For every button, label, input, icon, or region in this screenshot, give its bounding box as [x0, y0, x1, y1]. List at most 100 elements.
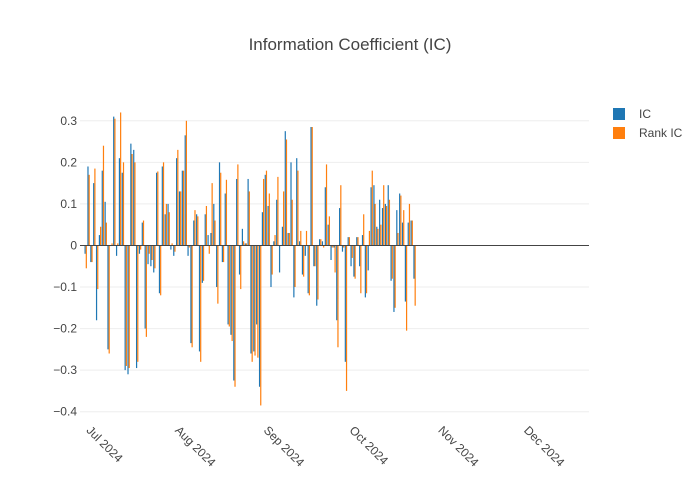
bar-rank-ic — [191, 245, 193, 348]
bar-ic — [138, 245, 141, 254]
bar-ic — [187, 245, 189, 256]
bar-rank-ic — [225, 179, 228, 246]
legend-label-ic: IC — [639, 107, 651, 121]
bar-rank-ic — [354, 245, 356, 279]
bar-ic — [213, 203, 215, 246]
bar-rank-ic — [202, 245, 205, 281]
bar-ic — [296, 158, 298, 246]
bar-ic — [101, 170, 103, 246]
bar-rank-ic — [297, 170, 299, 246]
bar-rank-ic — [325, 164, 328, 246]
bar-ic — [273, 241, 275, 246]
bar-rank-ic — [117, 243, 119, 246]
legend[interactable]: IC Rank IC — [613, 107, 683, 140]
bar-rank-ic — [148, 245, 150, 254]
bar-rank-ic — [240, 245, 242, 290]
bar-rank-ic — [400, 195, 402, 246]
y-tick-label: 0.1 — [60, 197, 77, 211]
bar-ic — [127, 245, 129, 375]
bar-ic — [135, 245, 138, 369]
bar-rank-ic — [265, 170, 268, 246]
bar-rank-ic — [317, 245, 319, 300]
bar-ic — [207, 235, 209, 246]
bar-ic — [281, 226, 284, 246]
bar-ic — [330, 245, 332, 260]
bar-ic — [347, 237, 349, 246]
bar-rank-ic — [88, 174, 90, 246]
bar-rank-ic — [323, 245, 325, 248]
bar-ic — [404, 245, 406, 302]
bar-ic — [316, 245, 318, 306]
bar-rank-ic — [137, 245, 139, 362]
bar-ic — [278, 245, 281, 273]
bar-ic — [184, 135, 186, 246]
bar-ic — [236, 178, 238, 246]
y-tick-label: −0.3 — [53, 363, 77, 377]
legend-item-rank-ic[interactable]: Rank IC — [613, 126, 683, 140]
bar-rank-ic — [357, 237, 359, 246]
bar-ic — [270, 245, 272, 288]
bar-rank-ic — [351, 245, 353, 258]
bar-rank-ic — [291, 199, 293, 246]
bar-rank-ic — [331, 245, 333, 248]
bar-rank-ic — [122, 162, 125, 246]
bar-rank-ic — [405, 245, 408, 331]
bar-ic — [256, 245, 258, 325]
y-tick-label: 0 — [70, 238, 77, 252]
bar-ic — [376, 226, 378, 246]
bar-ic — [227, 245, 229, 325]
bar-ic — [218, 162, 221, 246]
bar-ic — [130, 143, 132, 246]
bar-ic — [359, 245, 361, 267]
bar-rank-ic — [311, 127, 313, 246]
bar-rank-ic — [157, 171, 159, 246]
bar-rank-ic — [388, 199, 391, 246]
bars — [84, 112, 416, 406]
bar-ic — [224, 193, 226, 246]
bar-rank-ic — [100, 226, 102, 246]
bar-rank-ic — [94, 168, 96, 246]
bar-rank-ic — [200, 245, 202, 362]
bar-rank-ic — [377, 228, 379, 246]
bar-rank-ic — [154, 245, 156, 269]
bar-ic — [267, 205, 269, 246]
bar-rank-ic — [188, 245, 190, 248]
bar-ic — [244, 243, 246, 246]
bar-rank-ic — [217, 245, 219, 304]
y-tick-label: −0.4 — [53, 405, 77, 419]
bar-rank-ic — [165, 203, 167, 246]
bar-ic — [327, 224, 329, 246]
bar-ic — [261, 212, 264, 246]
bar-ic — [250, 245, 252, 354]
x-tick-label: Aug 2024 — [172, 423, 218, 469]
bar-rank-ic — [285, 139, 288, 246]
bar-ic — [393, 245, 395, 312]
y-tick-label: −0.2 — [53, 322, 77, 336]
bar-ic — [339, 208, 341, 246]
bar-ic — [98, 235, 101, 246]
bar-ic — [321, 241, 324, 246]
bar-ic — [364, 245, 366, 298]
bar-rank-ic — [411, 220, 413, 246]
bar-rank-ic — [160, 245, 162, 296]
chart-title: Information Coefficient (IC) — [249, 35, 452, 54]
bar-ic — [196, 214, 198, 246]
bar-rank-ic — [125, 245, 127, 366]
bar-ic — [216, 245, 218, 288]
bar-rank-ic — [348, 237, 350, 246]
bar-ic — [258, 245, 261, 387]
bar-rank-ic — [234, 245, 236, 387]
bar-rank-ic — [263, 178, 265, 246]
y-tick-label: 0.3 — [60, 114, 77, 128]
bar-rank-ic — [174, 245, 176, 252]
bar-ic — [178, 191, 181, 246]
legend-label-rank-ic: Rank IC — [639, 126, 683, 140]
bar-ic — [144, 245, 146, 329]
bar-rank-ic — [271, 245, 273, 275]
bar-ic — [313, 245, 315, 267]
bar-rank-ic — [303, 245, 305, 277]
legend-item-ic[interactable]: IC — [613, 107, 651, 121]
bar-ic — [104, 201, 106, 246]
bar-ic — [301, 245, 304, 275]
bar-ic — [344, 245, 346, 362]
